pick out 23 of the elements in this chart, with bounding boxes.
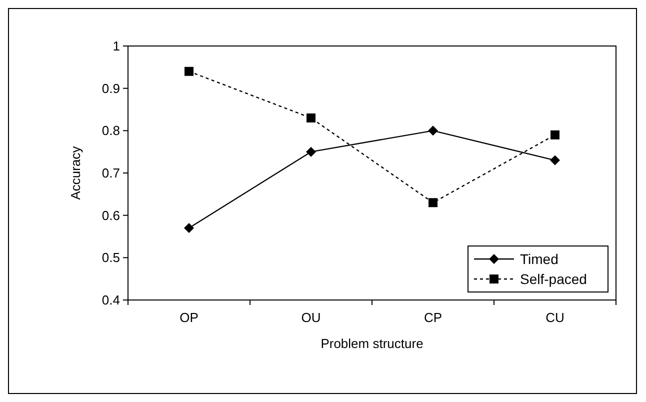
y-tick-label: 0.8	[102, 123, 120, 138]
legend-label: Self-paced	[520, 270, 587, 287]
point	[306, 113, 316, 122]
point	[184, 223, 194, 234]
y-tick-label: 0.4	[102, 292, 120, 308]
x-tick-label: OU	[301, 310, 321, 325]
x-tick-label: CU	[546, 310, 564, 325]
point	[306, 146, 316, 157]
point	[428, 126, 438, 136]
x-axis-title: Problem structure	[320, 336, 424, 351]
y-tick-label: 0.7	[102, 166, 120, 181]
y-tick-label: 1	[112, 38, 120, 54]
y-tick-label: 0.9	[102, 80, 120, 96]
y-axis-title: Accuracy	[68, 146, 83, 200]
x-tick-label: CP	[424, 310, 442, 325]
y-tick-label: 0.6	[102, 208, 120, 223]
point	[550, 155, 560, 166]
point	[428, 198, 438, 208]
point	[184, 66, 194, 76]
legend-label: Timed	[520, 250, 558, 267]
y-tick-label: 0.5	[102, 250, 120, 266]
point	[550, 130, 560, 140]
x-tick-label: OP	[180, 310, 198, 325]
